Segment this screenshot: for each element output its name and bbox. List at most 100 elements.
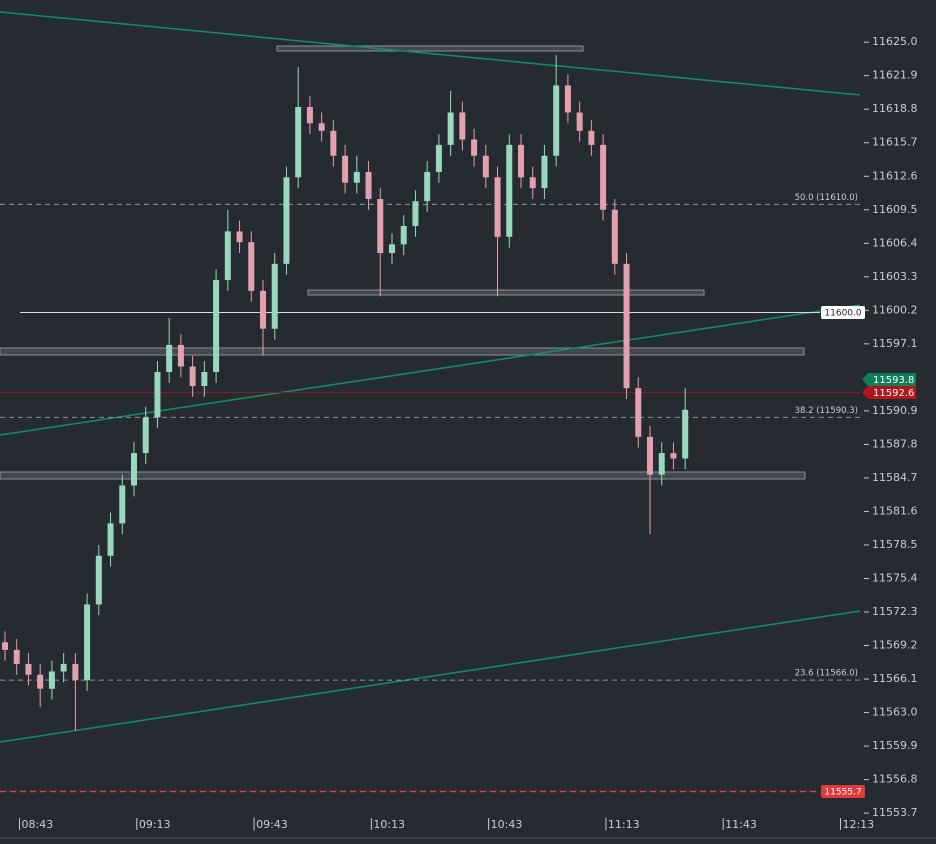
level-label: 23.6 (11566.0) <box>795 669 858 679</box>
y-tick-label: 11563.0 <box>872 706 918 719</box>
y-tick-label: 11590.9 <box>872 404 918 417</box>
candle-body <box>647 436 653 475</box>
y-tick-label: 11612.6 <box>872 169 918 182</box>
y-axis: 11625.0 11621.9 11618.8 11615.7 11612.6 11609… <box>864 35 918 819</box>
candle-body <box>576 112 583 131</box>
y-tick-label: 11584.7 <box>872 471 918 484</box>
candle-body <box>670 453 677 459</box>
candle-body <box>553 85 560 156</box>
candle-body <box>295 107 302 178</box>
y-tick-label: 11621.9 <box>872 69 918 82</box>
candle-body <box>353 171 360 183</box>
x-tick-label: 12:13 <box>842 818 874 831</box>
candle-body <box>529 177 536 189</box>
candle-body <box>635 388 642 437</box>
trend-line <box>0 304 861 436</box>
y-tick-label: 11606.4 <box>872 236 918 249</box>
x-tick-label: 10:13 <box>373 818 405 831</box>
levels: 50.0 (11610.0) 11600.0 11593.8 11592.6 38.2 … <box>0 193 916 799</box>
level-label: 38.2 (11590.3) <box>795 406 858 416</box>
y-tick-label: 11615.7 <box>872 136 918 149</box>
y-tick-label: 11578.5 <box>872 538 918 551</box>
candle-body <box>435 144 442 172</box>
candle-body <box>84 604 91 681</box>
trend-line <box>0 11 861 96</box>
candle-body <box>365 171 372 199</box>
candle-body <box>658 453 665 475</box>
candle-body <box>201 371 208 387</box>
trend-line <box>0 610 861 743</box>
price-badge <box>862 373 916 387</box>
candle-body <box>131 453 137 486</box>
y-tick-label: 11569.2 <box>872 639 918 652</box>
x-tick-label: 08:43 <box>22 818 54 831</box>
candle-body <box>2 642 8 650</box>
y-tick-label: 11566.1 <box>872 672 918 685</box>
candle-body <box>13 649 20 664</box>
candle-body <box>142 417 149 454</box>
candle-body <box>213 280 220 372</box>
candle-body <box>72 663 79 681</box>
candle-body <box>37 674 44 689</box>
candle-body <box>236 231 243 243</box>
candle-body <box>306 107 313 124</box>
y-tick-label: 11625.0 <box>872 35 918 48</box>
candle-body <box>60 663 67 672</box>
candle-body <box>271 263 278 329</box>
candle-body <box>506 144 513 237</box>
y-tick-label: 11609.5 <box>872 203 918 216</box>
price-badge-label: 11593.8 <box>873 375 914 386</box>
y-tick-label: 11575.4 <box>872 571 918 584</box>
x-tick-label: 11:13 <box>608 818 640 831</box>
y-tick-label: 11581.6 <box>872 504 918 517</box>
level-badge-label: 11555.7 <box>824 788 861 798</box>
price-badge <box>862 386 916 400</box>
candle-body <box>541 155 548 189</box>
candle-body <box>389 244 395 254</box>
zone <box>0 347 805 356</box>
candle-body <box>623 263 630 389</box>
candle-body <box>95 555 102 605</box>
y-tick-label: 11600.2 <box>872 303 918 316</box>
candle-body <box>459 112 466 140</box>
candle-body <box>283 177 290 264</box>
candle-body <box>48 671 55 689</box>
x-tick-label: 09:43 <box>256 818 288 831</box>
x-axis: 08:43 09:13 09:43 10:13 10:43 11:13 11:43 12:13 <box>19 818 874 831</box>
drawings <box>0 11 861 743</box>
candle-body <box>564 85 571 113</box>
candle-body <box>330 130 337 156</box>
x-tick-label: 11:43 <box>725 818 757 831</box>
y-tick-label: 11597.1 <box>872 337 918 350</box>
candle-body <box>25 663 32 675</box>
y-tick-label: 11618.8 <box>872 102 918 115</box>
y-tick-label: 11603.3 <box>872 270 918 283</box>
candle-body <box>260 290 266 329</box>
candle-body <box>342 155 349 183</box>
candle-body <box>424 171 431 202</box>
candle-body <box>412 201 419 226</box>
candle-body <box>494 177 501 237</box>
candle-body <box>682 409 689 459</box>
candle-body <box>482 155 489 178</box>
candle-body <box>611 209 618 264</box>
candle-body <box>600 144 607 210</box>
candle-body <box>154 371 161 418</box>
candle-body <box>377 198 384 254</box>
candle-body <box>119 485 126 524</box>
candle-body <box>107 523 114 556</box>
candle-body <box>224 231 231 281</box>
level-badge-label: 11600.0 <box>824 308 861 318</box>
candle-body <box>177 344 184 367</box>
y-tick-label: 11553.7 <box>872 806 918 819</box>
y-tick-label: 11587.8 <box>872 437 918 450</box>
candle-body <box>400 225 407 245</box>
level-label: 50.0 (11610.0) <box>795 193 858 203</box>
candle-body <box>588 130 595 145</box>
zone <box>0 471 806 480</box>
zone <box>307 289 705 296</box>
zone <box>276 45 584 52</box>
